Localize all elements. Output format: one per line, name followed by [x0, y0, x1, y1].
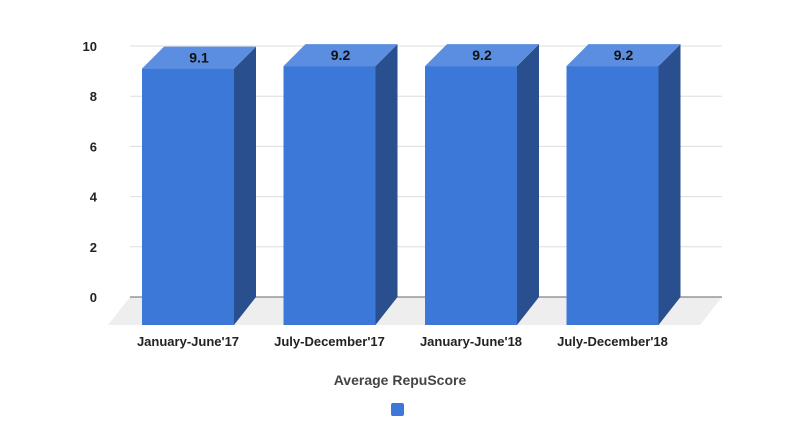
legend — [0, 403, 800, 416]
y-tick-label: 8 — [90, 89, 97, 104]
data-label: 9.2 — [472, 47, 492, 63]
y-tick-label: 6 — [90, 139, 97, 154]
y-tick-label: 10 — [83, 39, 97, 54]
bar-side — [375, 44, 398, 325]
bar — [142, 68, 234, 325]
x-tick-label: July-December'18 — [557, 334, 668, 349]
x-tick-label: January-June'17 — [137, 334, 239, 349]
x-tick-label: January-June'18 — [420, 334, 522, 349]
data-label: 9.2 — [331, 47, 351, 63]
bar — [283, 66, 376, 325]
bar — [425, 66, 517, 325]
y-tick-label: 0 — [90, 290, 97, 305]
data-label: 9.1 — [189, 50, 209, 66]
bar-side — [234, 46, 256, 326]
bar — [566, 66, 659, 325]
x-axis-title: Average RepuScore — [333, 372, 467, 388]
bar-top — [142, 46, 256, 69]
y-tick-label: 2 — [90, 240, 97, 255]
bar-top — [283, 44, 398, 67]
data-label: 9.2 — [614, 47, 634, 63]
x-tick-label: July-December'17 — [274, 334, 385, 349]
y-tick-label: 4 — [90, 190, 98, 205]
bar-side — [658, 44, 681, 325]
bar-top — [425, 44, 539, 67]
bar-side — [517, 44, 539, 325]
bar-top — [566, 44, 681, 67]
legend-swatch — [390, 403, 404, 416]
